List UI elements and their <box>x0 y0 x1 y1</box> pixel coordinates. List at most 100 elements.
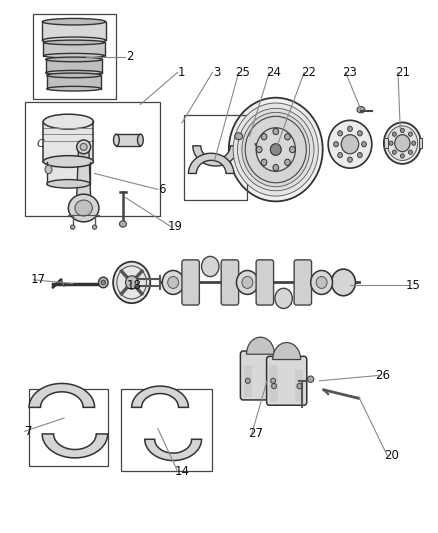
Text: 2: 2 <box>126 50 133 63</box>
Ellipse shape <box>297 383 302 389</box>
Bar <box>47 161 90 184</box>
Text: 23: 23 <box>343 66 357 79</box>
Ellipse shape <box>400 128 404 133</box>
Ellipse shape <box>285 159 290 166</box>
Text: 1: 1 <box>178 66 186 79</box>
Ellipse shape <box>275 288 292 309</box>
Ellipse shape <box>307 376 314 382</box>
Wedge shape <box>273 343 300 360</box>
Ellipse shape <box>328 120 372 168</box>
Ellipse shape <box>71 225 75 229</box>
Ellipse shape <box>75 200 92 216</box>
Ellipse shape <box>80 143 87 150</box>
Ellipse shape <box>229 98 323 201</box>
Ellipse shape <box>77 140 91 154</box>
Polygon shape <box>193 146 238 166</box>
Polygon shape <box>132 386 188 407</box>
Ellipse shape <box>357 131 362 136</box>
Text: 26: 26 <box>375 369 390 382</box>
Ellipse shape <box>389 141 393 146</box>
Bar <box>419 138 423 149</box>
Ellipse shape <box>99 277 108 288</box>
Ellipse shape <box>120 221 127 227</box>
Ellipse shape <box>47 73 101 78</box>
Ellipse shape <box>245 116 306 183</box>
Text: 7: 7 <box>25 425 33 438</box>
Text: C: C <box>37 139 45 149</box>
Polygon shape <box>188 154 234 173</box>
Text: 22: 22 <box>301 66 316 79</box>
Ellipse shape <box>256 147 262 153</box>
Ellipse shape <box>46 70 102 75</box>
Bar <box>244 365 252 397</box>
FancyBboxPatch shape <box>240 351 281 400</box>
Bar <box>42 22 106 41</box>
Bar <box>384 138 388 149</box>
Bar <box>43 43 105 56</box>
Bar <box>47 75 101 88</box>
Ellipse shape <box>290 147 295 153</box>
FancyBboxPatch shape <box>221 260 239 305</box>
Ellipse shape <box>348 157 353 163</box>
Ellipse shape <box>285 134 290 140</box>
Ellipse shape <box>45 165 52 174</box>
Ellipse shape <box>316 277 327 288</box>
Ellipse shape <box>237 108 314 191</box>
Text: 17: 17 <box>30 273 45 286</box>
Ellipse shape <box>47 86 101 91</box>
Ellipse shape <box>341 135 359 154</box>
Bar <box>117 134 141 146</box>
Ellipse shape <box>46 57 102 62</box>
Ellipse shape <box>357 107 365 113</box>
Ellipse shape <box>392 150 396 155</box>
Ellipse shape <box>43 156 93 167</box>
Ellipse shape <box>242 277 253 288</box>
FancyBboxPatch shape <box>182 260 199 305</box>
Polygon shape <box>29 383 95 407</box>
Ellipse shape <box>162 270 184 294</box>
Polygon shape <box>42 434 108 458</box>
Bar <box>269 365 277 397</box>
Ellipse shape <box>138 134 143 146</box>
Text: 24: 24 <box>266 66 281 79</box>
FancyBboxPatch shape <box>294 260 311 305</box>
Ellipse shape <box>361 142 366 147</box>
Ellipse shape <box>338 131 343 136</box>
Ellipse shape <box>271 378 276 383</box>
Polygon shape <box>77 151 91 197</box>
Ellipse shape <box>168 277 179 288</box>
Ellipse shape <box>43 114 93 129</box>
Bar <box>295 370 303 402</box>
Ellipse shape <box>237 270 258 294</box>
Text: 21: 21 <box>395 66 410 79</box>
Bar <box>33 14 117 99</box>
Ellipse shape <box>233 103 318 196</box>
Bar <box>29 389 108 466</box>
Ellipse shape <box>348 126 353 132</box>
Ellipse shape <box>412 141 416 146</box>
Text: 25: 25 <box>236 66 251 79</box>
Text: 20: 20 <box>384 449 399 462</box>
FancyBboxPatch shape <box>256 260 274 305</box>
Ellipse shape <box>334 142 339 147</box>
Wedge shape <box>247 337 275 354</box>
Ellipse shape <box>43 40 105 45</box>
Ellipse shape <box>311 270 332 294</box>
Ellipse shape <box>338 152 343 158</box>
Ellipse shape <box>42 37 106 44</box>
Bar <box>184 115 247 200</box>
Ellipse shape <box>68 194 99 222</box>
Ellipse shape <box>261 159 267 166</box>
Ellipse shape <box>395 135 410 152</box>
Text: 14: 14 <box>174 465 189 478</box>
Ellipse shape <box>92 225 97 229</box>
Text: 19: 19 <box>168 220 183 233</box>
Ellipse shape <box>387 126 418 160</box>
Ellipse shape <box>201 256 219 277</box>
Bar <box>46 60 102 72</box>
Text: 3: 3 <box>213 66 220 79</box>
Ellipse shape <box>242 112 310 187</box>
Text: 18: 18 <box>127 279 141 292</box>
Ellipse shape <box>245 378 250 383</box>
Ellipse shape <box>400 154 404 158</box>
